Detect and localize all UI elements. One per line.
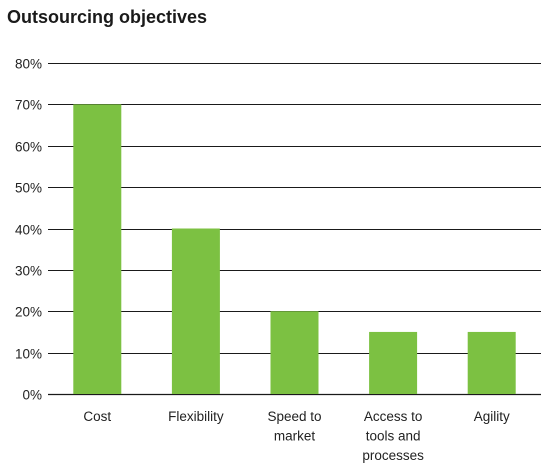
x-tick-label: Agility bbox=[474, 409, 510, 424]
y-tick-label: 0% bbox=[22, 388, 42, 403]
chart-title: Outsourcing objectives bbox=[7, 7, 208, 27]
y-tick-label: 30% bbox=[15, 264, 42, 279]
y-tick-label: 40% bbox=[15, 223, 42, 238]
x-tick-label: Access to tools and processes bbox=[362, 409, 424, 463]
bar bbox=[73, 104, 122, 394]
y-tick-label: 80% bbox=[15, 57, 42, 72]
x-axis-labels: Cost Flexibility Speed to market Access to to… bbox=[83, 409, 510, 463]
y-tick-label: 20% bbox=[15, 305, 42, 320]
y-tick-label: 50% bbox=[15, 181, 42, 196]
y-tick-label: 70% bbox=[15, 98, 42, 113]
y-tick-label: 60% bbox=[15, 140, 42, 155]
x-tick-label: Speed to market bbox=[267, 409, 321, 444]
bar bbox=[270, 311, 319, 394]
bar bbox=[467, 331, 516, 394]
x-tick-label: Flexibility bbox=[168, 409, 224, 424]
y-axis-ticks: 0% 10% 20% 30% 40% 50% 60% 70% 80% bbox=[15, 57, 42, 403]
bar bbox=[171, 228, 220, 394]
bar bbox=[369, 331, 418, 394]
x-tick-label: Cost bbox=[83, 409, 111, 424]
y-tick-label: 10% bbox=[15, 347, 42, 362]
bars bbox=[73, 104, 516, 394]
